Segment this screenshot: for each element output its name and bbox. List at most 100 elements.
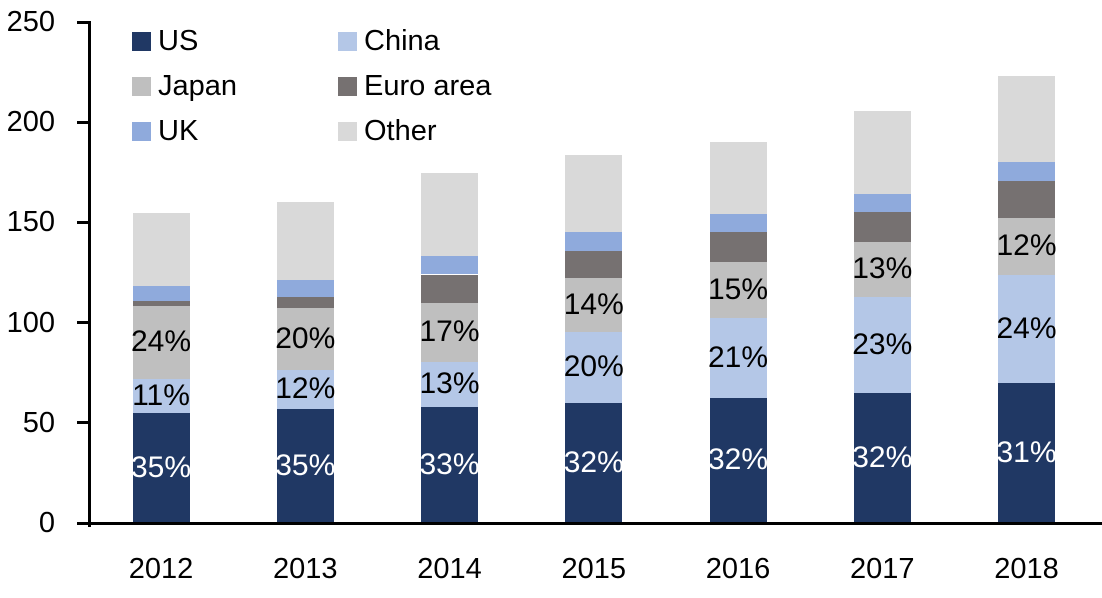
y-axis-tick <box>77 421 91 425</box>
segment-label-china-2013: 12% <box>275 372 336 406</box>
bar-segment-euro-area-2014 <box>421 274 478 303</box>
x-axis-label-2012: 2012 <box>128 553 194 585</box>
y-axis-tick <box>77 20 91 24</box>
bar-segment-other-2017 <box>853 111 911 195</box>
bar-segment-other-2012 <box>132 213 190 286</box>
legend-swatch-us <box>132 31 151 51</box>
bar-segment-us-2012 <box>132 412 190 523</box>
bar-segment-euro-area-2013 <box>276 296 334 308</box>
segment-label-china-2017: 23% <box>852 327 913 361</box>
bar-segment-japan-2018 <box>998 218 1055 275</box>
legend-item-other: Other <box>338 116 491 146</box>
segment-label-us-2017: 32% <box>852 440 913 474</box>
legend-label-us: US <box>158 25 199 57</box>
bar-segment-uk-2016 <box>709 214 767 233</box>
y-axis-tick-label: 250 <box>6 6 55 38</box>
bar-segment-japan-2015 <box>565 277 623 332</box>
bar-segment-other-2013 <box>276 202 334 280</box>
bar-segment-other-2016 <box>709 142 767 215</box>
bar-segment-euro-area-2016 <box>709 232 767 263</box>
bar-segment-japan-2014 <box>421 302 478 362</box>
legend-label-japan: Japan <box>158 70 238 102</box>
legend-swatch-other <box>338 121 357 141</box>
y-axis-tick-label: 200 <box>6 106 55 139</box>
bar-segment-euro-area-2012 <box>132 300 190 306</box>
legend-swatch-uk <box>132 121 151 141</box>
bar-segment-euro-area-2018 <box>998 181 1055 219</box>
legend-label-euro_area: Euro area <box>364 70 492 102</box>
bar-segment-uk-2013 <box>276 279 334 297</box>
x-axis-label-2013: 2013 <box>272 553 338 585</box>
y-axis-tick-label: 0 <box>38 507 55 539</box>
bar-segment-euro-area-2017 <box>853 212 911 243</box>
segment-label-china-2016: 21% <box>707 340 769 374</box>
legend-swatch-euro_area <box>338 76 357 96</box>
segment-label-japan-2018: 12% <box>996 229 1057 263</box>
segment-label-china-2018: 24% <box>996 311 1057 345</box>
x-axis-label-2017: 2017 <box>849 553 915 585</box>
y-axis-tick-label: 150 <box>6 206 55 239</box>
x-axis-line <box>77 522 1102 525</box>
legend-item-us: US <box>132 26 338 56</box>
segment-label-japan-2012: 24% <box>130 325 192 359</box>
segment-label-us-2018: 31% <box>996 435 1057 469</box>
bar-segment-china-2017 <box>853 296 911 393</box>
segment-label-us-2015: 32% <box>563 445 624 479</box>
bar-segment-china-2015 <box>565 331 623 403</box>
y-axis-tick <box>77 220 91 224</box>
bar-segment-japan-2017 <box>853 242 911 297</box>
bar-segment-us-2013 <box>276 408 334 523</box>
bar-segment-china-2016 <box>709 317 767 398</box>
legend-label-other: Other <box>364 115 437 147</box>
bar-segment-uk-2018 <box>998 162 1055 182</box>
x-axis-label-2016: 2016 <box>705 553 771 585</box>
segment-label-japan-2017: 13% <box>852 252 913 286</box>
legend-item-japan: Japan <box>132 71 338 101</box>
legend-label-uk: UK <box>158 115 199 147</box>
bar-segment-us-2016 <box>709 397 767 523</box>
bar-segment-uk-2015 <box>565 232 623 252</box>
bar-segment-us-2018 <box>998 382 1055 523</box>
bar-segment-china-2013 <box>276 369 334 409</box>
bar-segment-us-2015 <box>565 402 623 523</box>
bar-segment-japan-2012 <box>132 305 190 379</box>
x-axis-label-2014: 2014 <box>417 553 482 585</box>
bar-segment-other-2015 <box>565 155 623 233</box>
bar-segment-japan-2013 <box>276 307 334 370</box>
chart-legend: US China Japan Euro area UK Other <box>132 26 491 146</box>
segment-label-us-2016: 32% <box>707 443 769 477</box>
legend-swatch-japan <box>132 76 151 96</box>
bar-segment-other-2014 <box>421 173 478 257</box>
y-axis-tick-label: 50 <box>22 406 55 439</box>
segment-label-us-2012: 35% <box>130 450 192 484</box>
bar-segment-us-2014 <box>421 406 478 523</box>
segment-label-japan-2015: 14% <box>563 287 624 321</box>
bar-segment-japan-2016 <box>709 262 767 318</box>
bar-segment-uk-2014 <box>421 256 478 275</box>
bar-segment-china-2018 <box>998 274 1055 383</box>
x-axis-label-2015: 2015 <box>561 553 626 585</box>
y-axis-tick-label: 100 <box>6 306 55 339</box>
segment-label-japan-2013: 20% <box>275 321 336 355</box>
bar-segment-euro-area-2015 <box>565 251 623 278</box>
y-axis-tick <box>77 120 91 124</box>
segment-label-china-2015: 20% <box>563 350 624 384</box>
legend-item-china: China <box>338 26 491 56</box>
segment-label-us-2014: 33% <box>419 447 480 481</box>
segment-label-japan-2016: 15% <box>707 273 769 307</box>
segment-label-china-2012: 11% <box>132 378 190 412</box>
segment-label-japan-2014: 17% <box>419 315 480 349</box>
x-axis-label-2018: 2018 <box>994 553 1059 585</box>
legend-label-china: China <box>364 25 440 57</box>
bar-segment-uk-2012 <box>132 285 190 301</box>
segment-label-us-2013: 35% <box>275 448 336 482</box>
y-axis-line <box>88 21 91 527</box>
legend-swatch-china <box>338 31 357 51</box>
bar-segment-other-2018 <box>998 76 1055 163</box>
segment-label-china-2014: 13% <box>419 367 480 401</box>
bar-segment-china-2012 <box>132 378 190 413</box>
legend-item-uk: UK <box>132 116 338 146</box>
bar-segment-uk-2017 <box>853 194 911 213</box>
legend-item-euro_area: Euro area <box>338 71 491 101</box>
